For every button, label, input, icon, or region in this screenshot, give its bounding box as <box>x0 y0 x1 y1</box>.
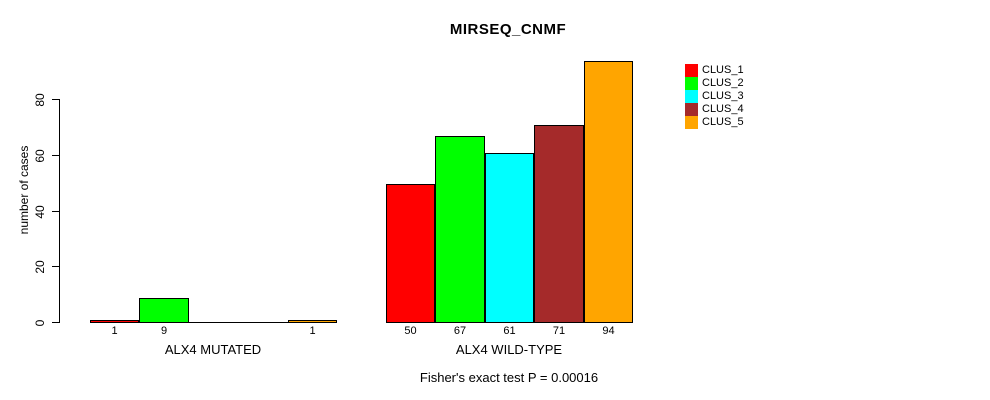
y-tick <box>52 99 59 100</box>
legend-label-clus_4: CLUS_4 <box>702 103 744 115</box>
y-axis-label: number of cases <box>17 145 31 235</box>
fisher-test-caption: Fisher's exact test P = 0.00016 <box>419 370 599 385</box>
chart-title: MIRSEQ_CNMF <box>449 21 567 38</box>
y-tick <box>52 211 59 212</box>
bar-clus_4 <box>534 125 584 323</box>
bar-clus_2 <box>435 136 485 323</box>
bar-clus_1 <box>386 184 435 323</box>
legend-label-clus_3: CLUS_3 <box>702 90 744 102</box>
y-tick-label: 80 <box>33 93 47 107</box>
bar-zero-clus_4 <box>238 322 288 323</box>
y-tick <box>52 266 59 267</box>
bar-zero-clus_3 <box>189 322 238 323</box>
legend-swatch-clus_5 <box>685 116 698 129</box>
legend-label-clus_2: CLUS_2 <box>702 77 744 89</box>
legend-swatch-clus_2 <box>685 77 698 90</box>
legend-label-clus_1: CLUS_1 <box>702 64 744 76</box>
y-axis-line <box>59 99 60 323</box>
bar-clus_2 <box>139 298 189 323</box>
y-tick-label: 40 <box>33 205 47 219</box>
group-label-mutated: ALX4 MUTATED <box>164 342 262 357</box>
bar-value-label: 9 <box>160 325 168 337</box>
y-tick <box>52 155 59 156</box>
y-tick-label: 60 <box>33 149 47 163</box>
bar-value-label: 71 <box>552 325 566 337</box>
legend-swatch-clus_4 <box>685 103 698 116</box>
y-tick-label: 20 <box>33 260 47 274</box>
bar-value-label: 1 <box>309 325 316 337</box>
bar-value-label: 1 <box>111 325 118 337</box>
legend-swatch-clus_1 <box>685 64 698 77</box>
group-label-wildtype: ALX4 WILD-TYPE <box>455 342 563 357</box>
legend-swatch-clus_3 <box>685 90 698 103</box>
bar-value-label: 50 <box>404 325 417 337</box>
bar-clus_3 <box>485 153 534 323</box>
bar-clus_5 <box>288 320 337 323</box>
legend-label-clus_5: CLUS_5 <box>702 116 744 128</box>
bar-value-label: 94 <box>602 325 615 337</box>
bar-value-label: 61 <box>503 325 516 337</box>
bar-value-label: 67 <box>453 325 467 337</box>
y-tick-label: 0 <box>33 319 47 327</box>
bar-clus_1 <box>90 320 139 323</box>
bar-clus_5 <box>584 61 633 323</box>
y-tick <box>52 322 59 323</box>
